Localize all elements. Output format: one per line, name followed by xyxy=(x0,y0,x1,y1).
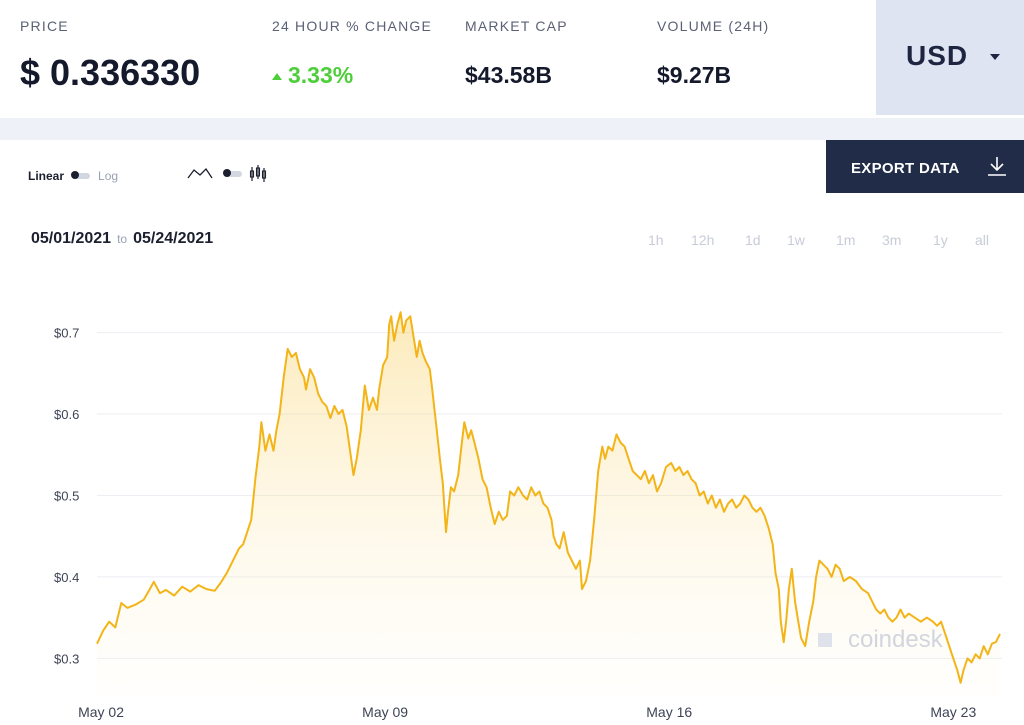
line-chart-icon[interactable] xyxy=(186,164,214,184)
volume-label: VOLUME (24H) xyxy=(657,18,770,34)
x-tick-label: May 09 xyxy=(362,704,408,720)
candlestick-icon[interactable] xyxy=(248,164,268,184)
chart-type-switch[interactable] xyxy=(223,169,242,177)
scale-log-option[interactable]: Log xyxy=(98,169,119,183)
period-1d[interactable]: 1d xyxy=(745,232,761,248)
price-area xyxy=(97,312,1000,695)
change-label: 24 HOUR % CHANGE xyxy=(272,18,433,34)
download-icon xyxy=(988,157,1006,176)
export-data-label: EXPORT DATA xyxy=(851,160,960,177)
currency-selector[interactable]: USD xyxy=(876,0,1024,115)
volume-value: $9.27B xyxy=(657,62,732,88)
export-data-button[interactable]: EXPORT DATA xyxy=(826,140,1024,193)
x-tick-label: May 16 xyxy=(646,704,692,720)
watermark-text: coindesk xyxy=(848,626,944,653)
y-tick-label: $0.6 xyxy=(54,407,79,422)
scale-linear-option[interactable]: Linear xyxy=(28,169,65,183)
scale-toggle: Linear Log xyxy=(28,166,118,186)
x-tick-label: May 02 xyxy=(78,704,124,720)
change-value-wrap: 3.33% xyxy=(272,62,353,89)
period-1h[interactable]: 1h xyxy=(648,232,664,248)
price-line xyxy=(96,311,1001,684)
y-axis: $0.7 $0.6 $0.5 $0.4 $0.3 xyxy=(54,326,79,667)
switch-knob xyxy=(223,169,231,177)
period-3m[interactable]: 3m xyxy=(882,232,902,248)
price-value: $ 0.336330 xyxy=(20,52,201,93)
date-to: 05/24/2021 xyxy=(133,230,214,247)
switch-knob xyxy=(71,171,80,179)
period-1y[interactable]: 1y xyxy=(933,232,948,248)
period-selector: 1h 12h 1d 1w 1m 3m 1y all xyxy=(0,232,1024,252)
currency-label: USD xyxy=(906,40,969,71)
period-all[interactable]: all xyxy=(975,232,990,248)
change-value: 3.33% xyxy=(288,62,354,88)
y-tick-label: $0.7 xyxy=(54,326,79,341)
y-tick-label: $0.5 xyxy=(54,488,79,503)
price-label: PRICE xyxy=(20,18,69,34)
date-range[interactable]: 05/01/2021 to 05/24/2021 xyxy=(31,230,213,248)
scale-switch[interactable] xyxy=(71,171,91,179)
x-axis: May 02 May 09 May 16 May 23 xyxy=(78,704,976,720)
caret-down-icon xyxy=(990,54,1000,60)
y-tick-label: $0.4 xyxy=(54,570,79,585)
period-1w[interactable]: 1w xyxy=(787,232,805,248)
coindesk-logo-icon xyxy=(818,633,832,647)
stats-bar: PRICE $ 0.336330 24 HOUR % CHANGE 3.33% … xyxy=(0,0,1024,118)
chart-type-toggle xyxy=(186,164,268,184)
market-cap-label: MARKET CAP xyxy=(465,18,568,34)
period-12h[interactable]: 12h xyxy=(691,232,715,248)
x-tick-label: May 23 xyxy=(930,704,976,720)
coindesk-watermark: coindesk xyxy=(818,626,944,653)
date-from: 05/01/2021 xyxy=(31,230,112,247)
y-tick-label: $0.3 xyxy=(54,651,79,666)
date-to-word: to xyxy=(117,232,128,246)
triangle-up-icon xyxy=(272,73,282,80)
market-cap-value: $43.58B xyxy=(465,62,552,88)
period-1m[interactable]: 1m xyxy=(836,232,856,248)
